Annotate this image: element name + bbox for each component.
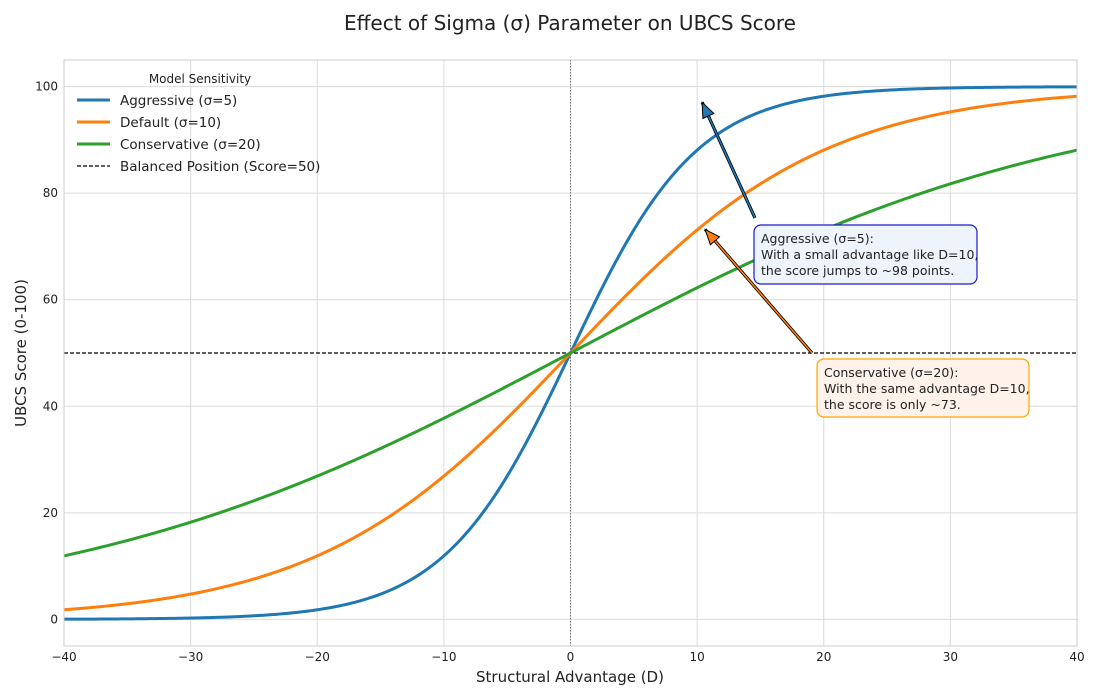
y-tick-label-1: 20 bbox=[43, 506, 58, 520]
annotation-box-0 bbox=[753, 224, 978, 285]
legend: Model Sensitivity Aggressive (σ=5) Defaul… bbox=[77, 72, 320, 175]
x-tick-label-7: 30 bbox=[943, 650, 958, 664]
x-tick-label-2: −20 bbox=[305, 650, 330, 664]
annotations: Aggressive (σ=5):With a small advantage … bbox=[700, 101, 1030, 418]
y-axis-label: UBCS Score (0-100) bbox=[12, 279, 30, 427]
x-axis-label: Structural Advantage (D) bbox=[476, 668, 664, 686]
legend-label-2: Conservative (σ=20) bbox=[120, 137, 261, 153]
x-tick-label-3: −10 bbox=[431, 650, 456, 664]
annotation-text-0-1: With a small advantage like D=10, bbox=[761, 247, 978, 262]
plot-frame bbox=[63, 59, 1078, 647]
legend-label-3: Balanced Position (Score=50) bbox=[120, 159, 320, 175]
annotation-arrow-shaft-0 bbox=[701, 101, 756, 219]
x-tick-labels: −40 −30 −20 −10 0 10 20 30 40 bbox=[51, 650, 1084, 664]
annotation-text-1-1: With the same advantage D=10, bbox=[824, 381, 1030, 396]
annotation-arrow-head-0 bbox=[701, 101, 715, 120]
y-tick-label-5: 100 bbox=[35, 80, 58, 94]
x-tick-label-8: 40 bbox=[1069, 650, 1084, 664]
annotation-box-1 bbox=[816, 358, 1030, 418]
x-tick-label-0: −40 bbox=[51, 650, 76, 664]
x-tick-label-4: 0 bbox=[567, 650, 575, 664]
y-tick-label-3: 60 bbox=[43, 293, 58, 307]
legend-label-1: Default (σ=10) bbox=[120, 115, 221, 131]
y-tick-label-0: 0 bbox=[50, 612, 58, 626]
annotation-text-1-0: Conservative (σ=20): bbox=[824, 365, 958, 380]
annotation-arrow-shaft-1 bbox=[704, 228, 813, 354]
x-tick-label-1: −30 bbox=[178, 650, 203, 664]
y-tick-label-4: 80 bbox=[43, 186, 58, 200]
legend-label-0: Aggressive (σ=5) bbox=[120, 93, 237, 109]
annotation-text-0-0: Aggressive (σ=5): bbox=[761, 231, 874, 246]
chart-title: Effect of Sigma (σ) Parameter on UBCS Sc… bbox=[344, 11, 796, 35]
x-tick-label-5: 10 bbox=[689, 650, 704, 664]
annotation-text-0-2: the score jumps to ~98 points. bbox=[761, 263, 954, 278]
annotation-text-1-2: the score is only ~73. bbox=[824, 397, 961, 412]
x-tick-label-6: 20 bbox=[816, 650, 831, 664]
legend-title: Model Sensitivity bbox=[149, 72, 251, 86]
series-lines bbox=[63, 85, 1078, 621]
annotation-arrow-head-1 bbox=[704, 228, 721, 246]
series-line-2 bbox=[63, 148, 1078, 558]
y-tick-label-2: 40 bbox=[43, 399, 58, 413]
y-tick-labels: 0 20 40 60 80 100 bbox=[35, 80, 58, 627]
